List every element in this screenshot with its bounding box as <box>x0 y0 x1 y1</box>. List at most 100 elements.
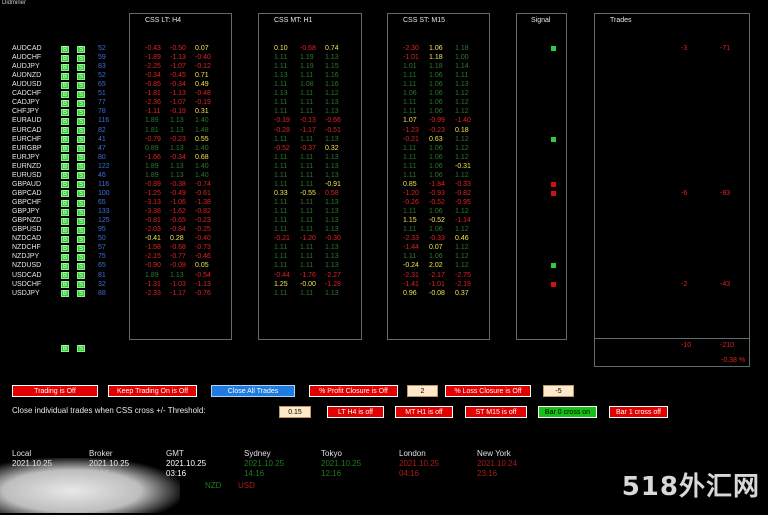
sell-button[interactable]: S <box>77 90 85 98</box>
sell-button[interactable]: S <box>77 253 85 261</box>
buy-button[interactable]: B <box>61 199 69 207</box>
st-value: 1.06 <box>429 108 443 116</box>
trade-value-1: -2 <box>681 280 688 288</box>
keep-trading-button[interactable]: Keep Trading On is Off <box>108 385 197 397</box>
buy-button[interactable]: B <box>61 290 69 298</box>
buy-button[interactable]: B <box>61 63 69 71</box>
buy-button[interactable]: B <box>61 99 69 107</box>
mt-h1-toggle[interactable]: MT H1 is off <box>395 406 453 418</box>
mt-value: 1.11 <box>300 162 314 170</box>
timezone-name: London <box>399 449 426 458</box>
bar0-cross-toggle[interactable]: Bar 0 cross on <box>538 406 597 418</box>
buy-button[interactable]: B <box>61 72 69 80</box>
sell-button[interactable]: S <box>77 290 85 298</box>
sell-button[interactable]: S <box>77 154 85 162</box>
loss-closure-button[interactable]: % Loss Closure is Off <box>445 385 531 397</box>
sell-button[interactable]: S <box>77 72 85 80</box>
sell-all-button[interactable]: S <box>77 345 85 352</box>
buy-button[interactable]: B <box>61 190 69 198</box>
loss-closure-input[interactable]: -5 <box>543 385 574 397</box>
buy-button[interactable]: B <box>61 281 69 289</box>
buy-button[interactable]: B <box>61 262 69 270</box>
sell-button[interactable]: S <box>77 99 85 107</box>
sell-button[interactable]: S <box>77 136 85 144</box>
timezone-date: 2021.10.25 <box>244 459 285 468</box>
sell-button[interactable]: S <box>77 163 85 171</box>
buy-button[interactable]: B <box>61 172 69 180</box>
buy-button[interactable]: B <box>61 54 69 62</box>
sell-button[interactable]: S <box>77 272 85 279</box>
mt-header: CSS MT: H1 <box>274 17 313 24</box>
st-value: 1.12 <box>455 90 469 98</box>
close-all-trades-button[interactable]: Close All Trades <box>211 385 295 397</box>
buy-button[interactable]: B <box>61 145 69 153</box>
lt-value: -3.13 <box>145 199 161 207</box>
mt-value: -0.66 <box>325 117 341 125</box>
mt-value: 1.15 <box>325 63 339 71</box>
lt-value: -0.81 <box>145 217 161 225</box>
buy-button[interactable]: B <box>61 81 69 89</box>
mt-value: -1.28 <box>325 280 341 288</box>
timezone-time: 12:16 <box>321 469 342 478</box>
mt-value: 1.19 <box>300 63 314 71</box>
sell-button[interactable]: S <box>77 45 85 53</box>
buy-button[interactable]: B <box>61 127 69 135</box>
buy-button[interactable]: B <box>61 253 69 261</box>
timezone-time: 23:16 <box>477 469 498 478</box>
buy-button[interactable]: B <box>61 217 69 225</box>
sell-button[interactable]: S <box>77 117 85 125</box>
sell-button[interactable]: S <box>77 108 85 116</box>
sell-button[interactable]: S <box>77 190 85 198</box>
mt-value: -0.19 <box>274 117 290 125</box>
buy-button[interactable]: B <box>61 163 69 171</box>
buy-button[interactable]: B <box>61 90 69 98</box>
buy-button[interactable]: B <box>61 45 69 53</box>
sell-button[interactable]: S <box>77 235 85 243</box>
buy-button[interactable]: B <box>61 117 69 125</box>
buy-all-button[interactable]: B <box>61 345 69 352</box>
bar1-cross-toggle[interactable]: Bar 1 cross off <box>609 406 668 418</box>
sell-button[interactable]: S <box>77 63 85 71</box>
sell-button[interactable]: S <box>77 262 85 270</box>
mt-value: -0.55 <box>300 189 316 197</box>
buy-button[interactable]: B <box>61 154 69 162</box>
sell-button[interactable]: S <box>77 81 85 89</box>
st-m15-toggle[interactable]: ST M15 is off <box>465 406 527 418</box>
buy-button[interactable]: B <box>61 208 69 216</box>
buy-button[interactable]: B <box>61 235 69 243</box>
buy-button[interactable]: B <box>61 181 69 189</box>
sell-button[interactable]: S <box>77 208 85 216</box>
signal-marker <box>551 136 556 142</box>
buy-button[interactable]: B <box>61 272 69 279</box>
lt-value: -1.13 <box>195 280 211 288</box>
profit-closure-button[interactable]: % Profit Closure is Off <box>309 385 398 397</box>
lt-h4-toggle[interactable]: LT H4 is off <box>327 406 384 418</box>
sell-button[interactable]: S <box>77 199 85 207</box>
sell-button[interactable]: S <box>77 226 85 234</box>
st-value: -1.01 <box>429 280 445 288</box>
buy-button[interactable]: B <box>61 226 69 234</box>
sell-button[interactable]: S <box>77 181 85 189</box>
mt-value: -2.27 <box>325 271 341 279</box>
mt-value: 1.11 <box>274 208 288 216</box>
mt-value: 1.13 <box>274 72 288 80</box>
sell-button[interactable]: S <box>77 281 85 289</box>
buy-button[interactable]: B <box>61 136 69 144</box>
buy-button[interactable]: B <box>61 244 69 252</box>
threshold-input[interactable]: 0.15 <box>279 406 311 418</box>
st-value: 0.46 <box>455 235 469 243</box>
mt-value: 1.11 <box>300 262 314 270</box>
timezone-name: GMT <box>166 449 184 458</box>
profit-closure-input[interactable]: 2 <box>407 385 438 397</box>
sell-button[interactable]: S <box>77 54 85 62</box>
sell-button[interactable]: S <box>77 217 85 225</box>
sell-button[interactable]: S <box>77 244 85 252</box>
mt-value: 1.11 <box>274 63 288 71</box>
st-value: -1.84 <box>429 180 445 188</box>
trading-toggle-button[interactable]: Trading is Off <box>12 385 98 397</box>
buy-button[interactable]: B <box>61 108 69 116</box>
sell-button[interactable]: S <box>77 145 85 153</box>
mt-value: 1.11 <box>274 171 288 179</box>
sell-button[interactable]: S <box>77 127 85 135</box>
sell-button[interactable]: S <box>77 172 85 180</box>
